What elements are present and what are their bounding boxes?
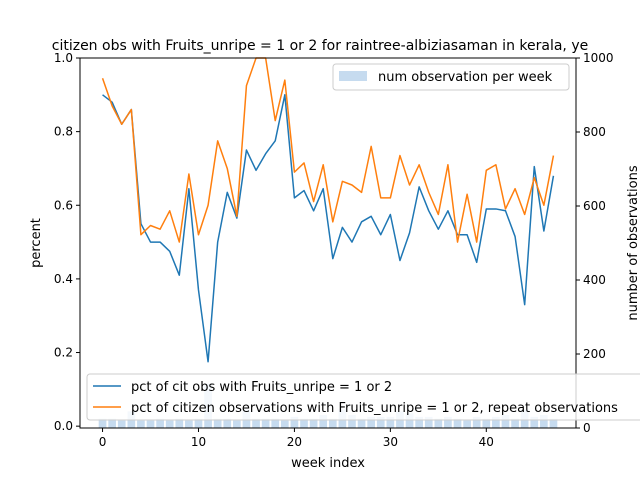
legend-lines-frame	[86, 373, 640, 421]
y-tick-label: 0.4	[54, 272, 73, 286]
x-tick-label: 20	[287, 435, 302, 449]
y-axis-label: percent	[29, 218, 44, 268]
y2-tick-label: 400	[583, 273, 606, 287]
bar	[194, 418, 203, 428]
bar	[511, 418, 519, 428]
bar	[319, 415, 328, 428]
bar	[98, 418, 107, 428]
y-tick-label: 0.0	[54, 419, 73, 433]
bar	[185, 420, 193, 428]
x-tick-label: 30	[383, 435, 398, 449]
bar	[280, 420, 289, 428]
bar	[386, 416, 395, 428]
x-axis-label: week index	[291, 456, 365, 471]
bar	[482, 418, 491, 428]
bar	[405, 413, 414, 428]
y2-tick-label: 1000	[583, 51, 614, 65]
y-tick-label: 0.6	[54, 198, 73, 212]
bar	[444, 416, 452, 428]
y2-tick-label: 600	[583, 199, 606, 213]
bar	[300, 418, 308, 428]
bar	[117, 420, 126, 428]
bar	[530, 416, 539, 428]
bar	[549, 418, 558, 428]
bar	[328, 418, 337, 428]
bar	[367, 416, 376, 428]
bar	[492, 416, 500, 428]
x-tick-label: 40	[479, 435, 494, 449]
x-axis: 0 10 20 30 40	[99, 428, 494, 449]
bar	[146, 420, 155, 428]
bar	[424, 416, 433, 428]
bar	[501, 415, 510, 428]
bar	[463, 420, 471, 428]
y-axis-right: 0 200 400 600 800 1000	[576, 51, 614, 435]
bar	[357, 418, 366, 428]
bar	[175, 418, 184, 428]
legend-line-2-label: pct of citizen observations with Fruits_…	[131, 401, 618, 416]
series-line-1	[102, 94, 555, 363]
bar	[156, 418, 164, 428]
legend-bars-swatch	[339, 71, 367, 81]
bar	[434, 418, 443, 428]
bar	[223, 418, 232, 428]
y2-tick-label: 800	[583, 125, 606, 139]
legend-bars: num observation per week	[332, 63, 570, 91]
y-tick-label: 0.8	[54, 125, 73, 139]
bar	[540, 415, 548, 428]
bar	[309, 418, 318, 428]
bar	[252, 418, 260, 428]
bar	[290, 416, 299, 428]
bar	[376, 416, 385, 428]
bar	[415, 416, 423, 428]
bar	[165, 420, 174, 428]
bar	[261, 418, 270, 428]
legend-line-1-label: pct of cit obs with Fruits_unripe = 1 or…	[131, 380, 392, 395]
y-tick-label: 1.0	[54, 51, 73, 65]
y2-tick-label: 0	[583, 421, 591, 435]
x-tick-label: 10	[191, 435, 206, 449]
bar	[233, 420, 241, 428]
chart-title: citizen obs with Fruits_unripe = 1 or 2 …	[52, 38, 588, 54]
x-tick-label: 0	[99, 435, 107, 449]
line-layer	[101, 57, 555, 363]
legend-bars-frame	[332, 63, 570, 91]
y-axis-left: 0.0 0.2 0.4 0.6 0.8 1.0	[54, 51, 80, 433]
y-tick-label: 0.2	[54, 346, 73, 360]
bar	[213, 418, 222, 428]
plot-frame	[79, 57, 577, 429]
bar	[453, 418, 462, 428]
bar	[137, 420, 145, 428]
legend-lines: pct of cit obs with Fruits_unripe = 1 or…	[86, 373, 640, 421]
y2-tick-label: 200	[583, 347, 606, 361]
legend-bars-label: num observation per week	[378, 70, 553, 85]
bar	[271, 418, 280, 428]
y2-axis-label: number of observations	[626, 165, 640, 320]
bar	[108, 418, 116, 428]
bar	[348, 415, 356, 428]
series-line-2	[101, 57, 555, 243]
bar	[472, 416, 481, 428]
